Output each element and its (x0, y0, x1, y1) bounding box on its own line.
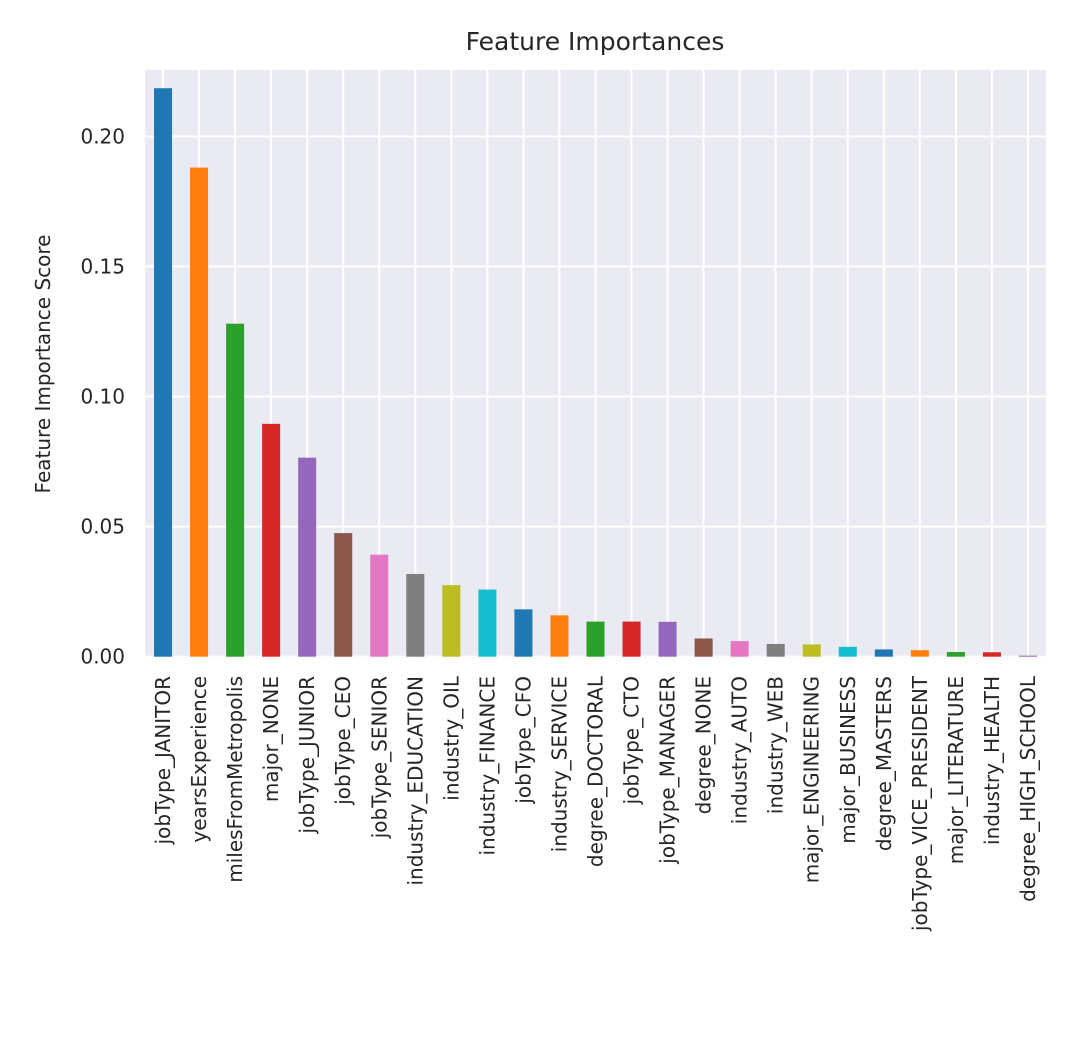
y-tick-label: 0.00 (80, 645, 125, 669)
bar-major-engineering (802, 644, 821, 657)
x-tick-label: jobType_SENIOR (367, 676, 391, 839)
bar-jobtype-janitor (154, 88, 173, 657)
bar-jobtype-junior (298, 457, 317, 657)
x-tick-label: jobType_CTO (620, 676, 644, 805)
bar-yearsexperience (190, 167, 209, 657)
bar-jobtype-cfo (514, 609, 533, 657)
y-tick-label: 0.15 (80, 254, 125, 278)
bar-jobtype-vice-president (910, 650, 929, 657)
bar-milesfrommetropolis (226, 323, 245, 657)
x-tick-label: jobType_VICE_PRESIDENT (908, 675, 932, 932)
bar-industry-finance (478, 589, 497, 657)
x-tick-label: jobType_CEO (331, 676, 355, 806)
bar-industry-education (406, 573, 425, 657)
bar-jobtype-senior (370, 554, 389, 657)
x-tick-label: industry_WEB (764, 676, 788, 814)
x-tick-label: industry_HEALTH (980, 676, 1004, 845)
x-tick-label: degree_DOCTORAL (584, 675, 608, 867)
bar-jobtype-cto (622, 621, 641, 657)
bar-industry-oil (442, 585, 461, 657)
x-tick-label: milesFromMetropolis (223, 676, 247, 883)
y-tick-label: 0.20 (80, 124, 125, 148)
bar-degree-masters (874, 649, 893, 657)
bar-industry-service (550, 615, 569, 657)
x-tick-label: jobType_JANITOR (151, 676, 175, 845)
y-axis-label: Feature Importance Score (31, 235, 55, 494)
x-tick-label: jobType_MANAGER (656, 676, 680, 865)
chart-title: Feature Importances (466, 27, 725, 56)
x-tick-label: degree_NONE (692, 676, 716, 814)
bar-major-literature (946, 652, 965, 657)
x-tick-label: degree_HIGH_SCHOOL (1016, 675, 1040, 902)
bar-industry-auto (730, 641, 749, 657)
x-tick-label: major_NONE (259, 676, 283, 802)
y-tick-label: 0.05 (80, 515, 125, 539)
x-tick-label: jobType_CFO (511, 676, 535, 805)
x-tick-label: yearsExperience (187, 676, 211, 843)
x-tick-label: industry_EDUCATION (403, 676, 427, 886)
x-tick-label: major_LITERATURE (944, 676, 968, 864)
bar-industry-health (982, 652, 1001, 657)
bar-degree-high-school (1018, 655, 1037, 657)
bar-degree-doctoral (586, 621, 605, 657)
x-tick-label: industry_AUTO (728, 676, 752, 824)
x-tick-label: jobType_JUNIOR (295, 676, 319, 835)
x-tick-label: industry_OIL (439, 675, 463, 801)
bar-degree-none (694, 638, 713, 657)
y-tick-label: 0.10 (80, 385, 125, 409)
x-tick-label: industry_SERVICE (547, 676, 571, 852)
bar-industry-web (766, 643, 785, 657)
bar-jobtype-manager (658, 621, 677, 657)
x-tick-label: major_ENGINEERING (800, 676, 824, 883)
bar-major-business (838, 646, 857, 657)
x-tick-label: industry_FINANCE (475, 676, 499, 856)
x-tick-label: degree_MASTERS (872, 676, 896, 851)
x-tick-label: major_BUSINESS (836, 676, 860, 844)
bar-jobtype-ceo (334, 533, 353, 657)
bar-major-none (262, 423, 281, 657)
